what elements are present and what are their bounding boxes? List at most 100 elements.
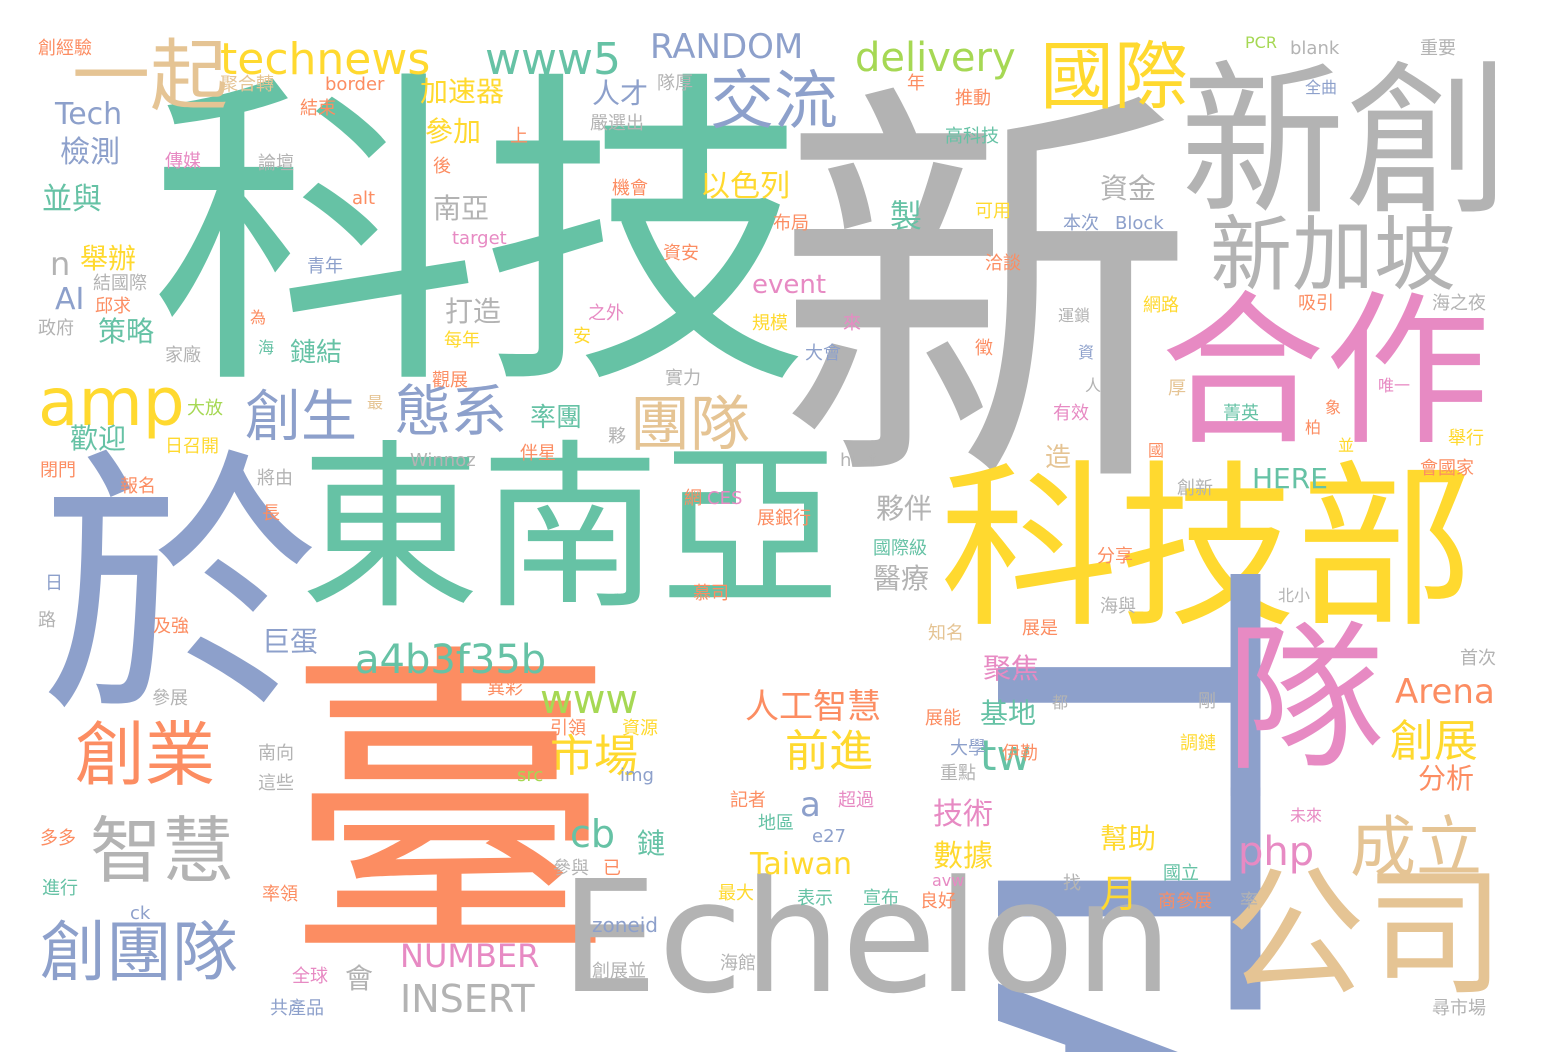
word: zoneid bbox=[592, 913, 658, 937]
word: 最大 bbox=[718, 883, 754, 904]
word: 後 bbox=[433, 156, 451, 177]
word: 展是 bbox=[1022, 618, 1058, 639]
word: 科技 bbox=[150, 45, 810, 429]
word: 網 bbox=[684, 488, 702, 509]
word: 舉行 bbox=[1448, 428, 1484, 449]
word: 數據 bbox=[933, 839, 993, 874]
word: 規模 bbox=[752, 313, 788, 334]
word: 一起 bbox=[72, 32, 229, 122]
word: Tech bbox=[55, 97, 123, 132]
word: 交流 bbox=[710, 65, 838, 139]
word: 人 bbox=[1085, 376, 1102, 395]
word: 率團 bbox=[530, 403, 583, 433]
word: 良好 bbox=[920, 891, 956, 912]
word: Taiwan bbox=[750, 847, 853, 882]
word: 分析 bbox=[1418, 762, 1475, 795]
word: 年 bbox=[907, 73, 925, 94]
word: 隊厚 bbox=[657, 73, 693, 94]
word: blank bbox=[1290, 38, 1340, 59]
word: NUMBER bbox=[400, 937, 540, 975]
word: 資安 bbox=[663, 243, 699, 264]
word: href bbox=[840, 450, 876, 471]
word: 南亞 bbox=[433, 192, 490, 225]
word: 政府 bbox=[38, 318, 74, 339]
word: 人工智慧 bbox=[745, 687, 881, 727]
word: 市場 bbox=[550, 731, 638, 782]
word: 資 bbox=[1078, 343, 1095, 362]
word: 全曲 bbox=[1305, 78, 1338, 97]
word: 每年 bbox=[444, 330, 480, 351]
word: 報名 bbox=[120, 476, 156, 497]
word: PCR bbox=[1245, 33, 1277, 52]
word: event bbox=[752, 270, 827, 300]
word: 可用 bbox=[975, 201, 1011, 222]
word: Echelon bbox=[560, 847, 1173, 1028]
word: target bbox=[452, 228, 507, 249]
word: 會國家 bbox=[1420, 458, 1474, 479]
word: AI bbox=[55, 282, 85, 317]
word: 調鏈 bbox=[1180, 733, 1216, 754]
word: a bbox=[800, 785, 821, 825]
word: 商參展 bbox=[1158, 891, 1212, 912]
word: 運鎖 bbox=[1058, 306, 1091, 325]
word: 高科技 bbox=[945, 126, 999, 147]
word: 巨蛋 bbox=[262, 625, 319, 658]
word: 唯一 bbox=[1378, 376, 1411, 395]
word: 吸引 bbox=[1298, 293, 1334, 314]
word: 創展 bbox=[1390, 716, 1478, 767]
word: 日 bbox=[45, 573, 63, 594]
word: 創展並 bbox=[592, 961, 646, 982]
word: 資金 bbox=[1100, 172, 1157, 205]
word: 來 bbox=[843, 313, 861, 334]
word: 知名 bbox=[928, 623, 964, 644]
word: 重點 bbox=[940, 763, 976, 784]
word: 分享 bbox=[1097, 546, 1133, 567]
word: 進行 bbox=[42, 878, 78, 899]
word: 夥伴 bbox=[876, 492, 933, 525]
word: 傳媒 bbox=[165, 151, 201, 172]
word: 合作 bbox=[1160, 276, 1490, 468]
word: 人才 bbox=[592, 77, 649, 110]
word: 長 bbox=[262, 503, 280, 524]
word: 上 bbox=[510, 126, 528, 147]
word: 日召開 bbox=[165, 436, 219, 457]
word: 基地 bbox=[980, 697, 1037, 730]
word: 海 bbox=[258, 338, 275, 357]
word: 海館 bbox=[720, 953, 756, 974]
word: 菁英 bbox=[1223, 403, 1259, 424]
word: 家廠 bbox=[165, 345, 201, 366]
word: 嚴選出 bbox=[590, 113, 644, 134]
word: 最 bbox=[367, 393, 384, 412]
word: 大會 bbox=[805, 343, 841, 364]
word: 鏈 bbox=[637, 827, 666, 860]
word: 南向 bbox=[258, 743, 294, 764]
word: 鏈結 bbox=[290, 338, 343, 368]
word: technews bbox=[220, 34, 431, 85]
word: 檢測 bbox=[60, 135, 120, 170]
word: 結國際 bbox=[93, 273, 147, 294]
word: 國際級 bbox=[873, 538, 927, 559]
word: src bbox=[517, 765, 544, 786]
word: 月 bbox=[1100, 872, 1139, 916]
word: 海之夜 bbox=[1432, 293, 1486, 314]
word: 徵 bbox=[975, 338, 993, 359]
word: 尋市場 bbox=[1432, 998, 1486, 1019]
word: 路 bbox=[38, 610, 56, 631]
word: 結束 bbox=[300, 98, 336, 119]
word: 展能 bbox=[925, 708, 961, 729]
word: 新加坡 bbox=[1210, 208, 1457, 303]
word: 加速器 bbox=[420, 75, 505, 108]
word: border bbox=[325, 74, 385, 95]
word: 推動 bbox=[955, 88, 991, 109]
word: 率領 bbox=[262, 884, 298, 905]
word: 及強 bbox=[153, 616, 189, 637]
word: alt bbox=[352, 188, 376, 209]
word: 創團隊 bbox=[40, 914, 238, 991]
word: 機會 bbox=[612, 178, 648, 199]
word: 臺 bbox=[285, 618, 615, 1002]
word: Block bbox=[1115, 213, 1164, 234]
word: e27 bbox=[812, 826, 846, 847]
word: 聚焦 bbox=[983, 652, 1040, 685]
word: HERE bbox=[1252, 462, 1328, 495]
